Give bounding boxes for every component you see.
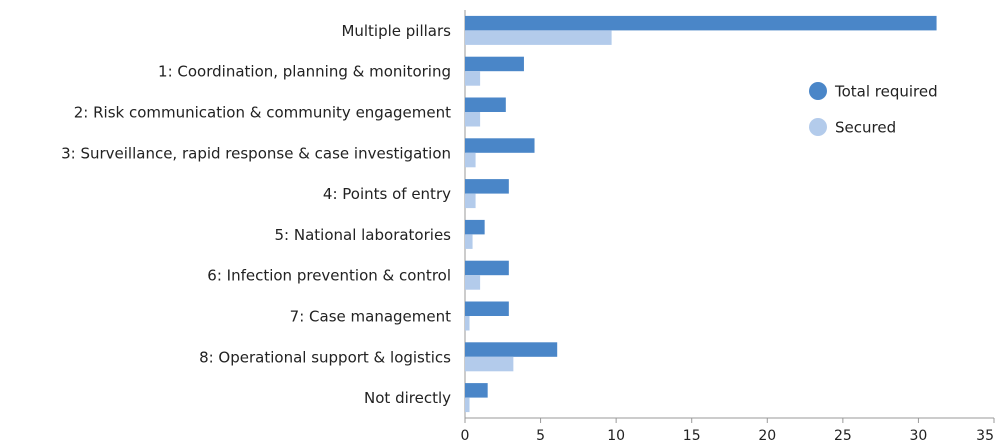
bar xyxy=(465,30,612,45)
bar xyxy=(465,234,473,249)
bar xyxy=(465,97,506,112)
bar xyxy=(465,275,481,290)
y-tick-label: 2: Risk communication & community engage… xyxy=(74,104,451,122)
x-tick-label: 15 xyxy=(683,428,701,444)
bar xyxy=(465,397,470,413)
legend-marker xyxy=(809,82,827,100)
bar xyxy=(465,383,488,398)
bar xyxy=(465,356,514,372)
bar xyxy=(465,316,470,331)
bar xyxy=(465,112,481,127)
x-tick-label: 5 xyxy=(536,428,545,444)
bar xyxy=(465,138,535,153)
y-tick-label: Not directly xyxy=(364,389,451,407)
y-tick-label: 7: Case management xyxy=(290,308,451,326)
x-tick-label: 30 xyxy=(910,428,928,444)
y-tick-label: Multiple pillars xyxy=(341,22,451,40)
legend-label: Total required xyxy=(834,83,938,101)
bar xyxy=(465,342,558,357)
x-tick-label: 35 xyxy=(976,428,994,444)
y-tick-label: 8: Operational support & logistics xyxy=(199,348,451,366)
bar xyxy=(465,56,524,72)
legend-marker xyxy=(809,118,827,136)
legend-label: Secured xyxy=(835,119,896,137)
bar xyxy=(465,219,485,235)
bar xyxy=(465,152,476,168)
x-tick-label: 10 xyxy=(607,428,625,444)
y-tick-label: 4: Points of entry xyxy=(323,185,451,203)
bar xyxy=(465,301,509,316)
x-tick-label: 25 xyxy=(834,428,852,444)
bar xyxy=(465,71,481,86)
x-tick-label: 20 xyxy=(758,428,776,444)
y-tick-label: 1: Coordination, planning & monitoring xyxy=(158,63,451,81)
bar xyxy=(465,179,509,194)
x-tick-label: 0 xyxy=(461,428,470,444)
bar xyxy=(465,15,937,31)
y-tick-label: 6: Infection prevention & control xyxy=(207,267,451,285)
y-tick-label: 5: National laboratories xyxy=(275,226,452,244)
bar xyxy=(465,193,476,209)
y-tick-label: 3: Surveillance, rapid response & case i… xyxy=(61,144,451,162)
bar xyxy=(465,260,509,276)
